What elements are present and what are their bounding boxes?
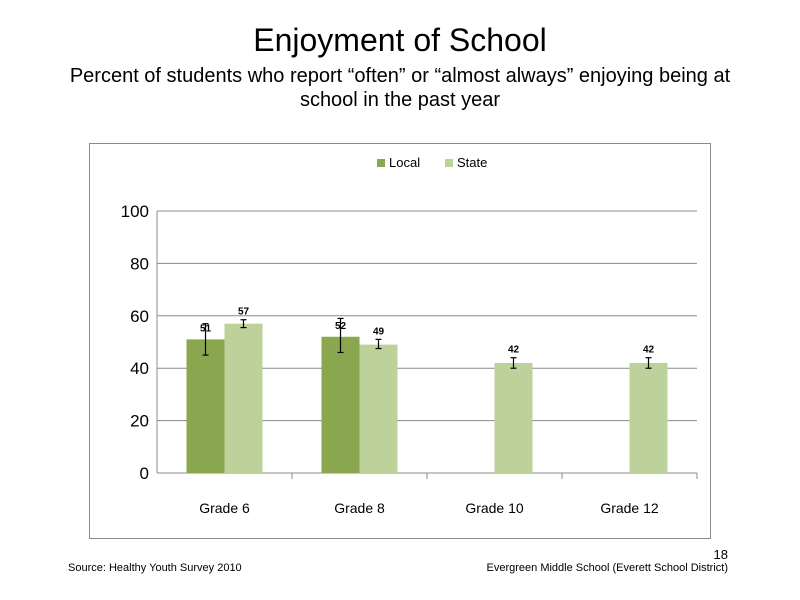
y-tick-label: 60 bbox=[130, 307, 149, 326]
bar-local bbox=[186, 339, 225, 473]
chart-frame: 0 20 40 60 80 100 Grade 6 51 57 Grade 8 52 49 Grade … bbox=[89, 143, 711, 539]
legend-label: State bbox=[457, 155, 487, 170]
bar-state bbox=[224, 323, 263, 473]
legend-label: Local bbox=[389, 155, 420, 170]
y-tick-label: 20 bbox=[130, 412, 149, 431]
y-tick-label: 80 bbox=[130, 254, 149, 273]
school-name: Evergreen Middle School (Everett School … bbox=[486, 562, 728, 574]
page-number: 18 bbox=[713, 547, 728, 562]
y-tick-label: 40 bbox=[130, 359, 149, 378]
data-label: 49 bbox=[373, 326, 385, 337]
data-label: 42 bbox=[508, 345, 520, 356]
bar-state bbox=[629, 362, 668, 473]
data-label: 42 bbox=[643, 345, 655, 356]
source-note: Source: Healthy Youth Survey 2010 bbox=[68, 562, 242, 574]
bar-chart: 0 20 40 60 80 100 Grade 6 51 57 Grade 8 52 49 Grade … bbox=[121, 155, 698, 516]
x-tick-label: Grade 8 bbox=[334, 500, 385, 516]
bar-state bbox=[494, 362, 533, 473]
x-tick-label: Grade 12 bbox=[600, 500, 659, 516]
x-tick-label: Grade 6 bbox=[199, 500, 250, 516]
y-tick-label: 0 bbox=[140, 464, 149, 483]
x-tick-label: Grade 10 bbox=[465, 500, 524, 516]
y-tick-label: 100 bbox=[121, 202, 149, 221]
slide-subtitle: Percent of students who report “often” o… bbox=[69, 65, 731, 111]
bar-state bbox=[359, 344, 398, 473]
data-label: 57 bbox=[238, 307, 250, 318]
slide-title: Enjoyment of School bbox=[253, 22, 547, 58]
data-label: 52 bbox=[335, 321, 347, 332]
legend-swatch-local bbox=[377, 159, 385, 167]
legend-swatch-state bbox=[445, 159, 453, 167]
data-label: 51 bbox=[200, 323, 212, 334]
bar-local bbox=[321, 336, 360, 473]
